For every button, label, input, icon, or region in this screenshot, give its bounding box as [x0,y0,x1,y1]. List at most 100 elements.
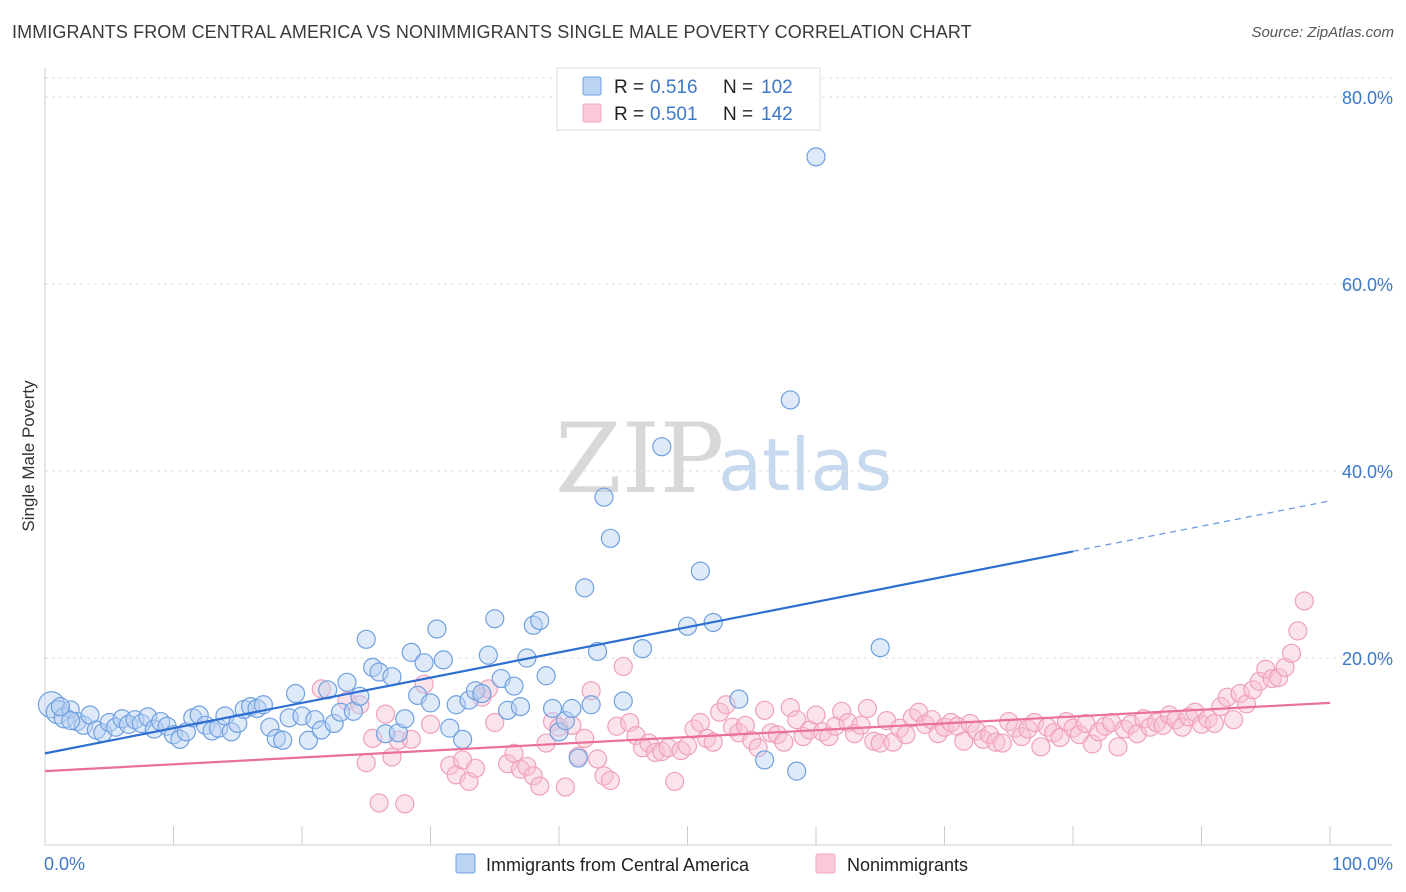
bottom-legend-swatch-nonimmigrants [815,853,836,874]
bottom-legend-swatch-immigrants [455,853,476,874]
imm-point [530,610,550,631]
imm-point [870,638,890,658]
imm-point [562,698,582,719]
nonimm-point [780,697,800,718]
nonimm-point [1230,683,1250,704]
imm-point [575,578,595,598]
y-tick-label-80: 80.0% [1342,88,1393,108]
nonimm-point [1268,668,1289,688]
nonimm-point [851,715,871,735]
watermark-zip: ZIP [555,403,724,515]
nonimm-point [420,714,441,734]
nonimm-point [645,742,665,763]
nonimm-point [1108,737,1128,757]
imm-point [440,718,460,738]
imm-point [53,707,75,729]
nonimm-point [1288,621,1308,641]
bottom-legend: Immigrants from Central America Nonimmig… [455,853,968,875]
nonimm-point [600,770,621,791]
nonimm-point [311,679,331,699]
nonimm-point [767,725,788,745]
nonimm-point [832,701,852,721]
imm-point [652,437,672,457]
nonimm-point [607,716,627,736]
nonimm-point [587,749,608,769]
imm-point [305,710,325,730]
legend-n-value-nonimmigrants: 142 [761,104,793,125]
nonimm-point [992,733,1012,753]
legend-n-value-immigrants: 102 [761,77,793,98]
imm-point [510,697,531,717]
trend-line-immigrants-extension [1072,500,1331,553]
y-tick-label-40: 40.0% [1342,462,1393,482]
nonimm-point [703,732,723,752]
nonimm-point [819,726,839,747]
nonimm-point [375,704,396,724]
legend-n-label-nonimmigrants: N = [723,104,753,125]
nonimm-point [613,656,633,677]
imm-point [555,711,576,731]
imm-point [73,715,94,735]
trend-line-immigrants [44,550,1074,755]
nonimm-point [530,776,550,796]
nonimm-point [1011,726,1032,747]
imm-point [632,639,653,659]
nonimm-point [1082,734,1102,754]
nonimm-point [382,747,402,767]
imm-point [420,693,441,713]
immigrants-points [37,147,890,781]
nonimm-point [517,756,537,777]
nonimm-point [986,732,1006,752]
nonimm-point [710,702,730,722]
nonimm-point [787,710,807,730]
nonimm-point [774,732,794,752]
imm-point [395,709,415,729]
nonimm-point [485,712,505,733]
grid-lines [45,77,1392,659]
imm-point [356,629,376,649]
nonimm-point [1172,717,1192,737]
imm-point [273,730,293,750]
nonimm-point [1217,687,1237,707]
legend-r-label-nonimmigrants: R = [614,104,644,125]
imm-point [690,561,710,581]
imm-point [542,698,563,719]
nonimm-point [1294,591,1314,611]
nonimm-point [754,700,775,720]
nonimm-point [665,771,685,792]
imm-point [453,729,473,749]
nonimm-point [395,794,415,814]
imm-point [369,662,389,682]
nonimm-point [677,736,698,756]
bottom-legend-label-immigrants: Immigrants from Central America [486,855,750,875]
tick-labels: 20.0% 40.0% 60.0% 80.0% 0.0% 100.0% [44,88,1393,874]
nonimm-point [806,705,826,725]
nonimm-point [356,753,376,773]
imm-point [549,722,569,742]
imm-point [401,642,421,662]
x-tick-label-0: 0.0% [44,854,85,874]
nonimm-point [555,777,576,797]
legend-n-label-immigrants: N = [723,77,753,98]
imm-point [787,761,807,781]
imm-point [806,147,826,167]
nonimm-point [748,738,768,758]
y-tick-label-20: 20.0% [1342,649,1393,669]
imm-point [427,619,447,639]
imm-point [472,683,492,704]
nonimm-point [1262,668,1282,689]
legend-r-label-immigrants: R = [614,77,644,98]
nonimm-point [581,681,601,701]
watermark-atlas: atlas [718,423,892,507]
imm-point [498,700,518,720]
nonimm-point [857,698,878,719]
nonimm-point [1224,710,1244,730]
imm-point [61,711,81,731]
imm-point [729,689,749,709]
imm-point [388,723,408,743]
imm-point [298,730,319,750]
chart-title: IMMIGRANTS FROM CENTRAL AMERICA VS NONIM… [12,22,972,42]
watermark: ZIP atlas [555,403,892,515]
bottom-legend-label-nonimmigrants: Nonimmigrants [847,855,968,875]
nonimm-point [1275,657,1295,677]
